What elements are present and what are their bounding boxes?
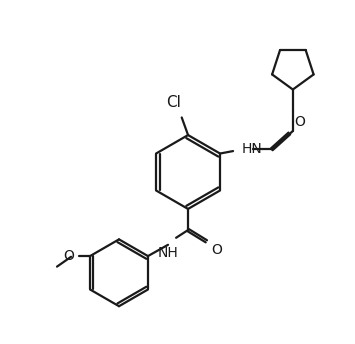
Text: Cl: Cl: [166, 95, 181, 110]
Text: HN: HN: [242, 142, 263, 156]
Text: O: O: [212, 243, 223, 257]
Text: NH: NH: [158, 246, 178, 259]
Text: O: O: [295, 115, 306, 129]
Text: O: O: [64, 249, 75, 263]
